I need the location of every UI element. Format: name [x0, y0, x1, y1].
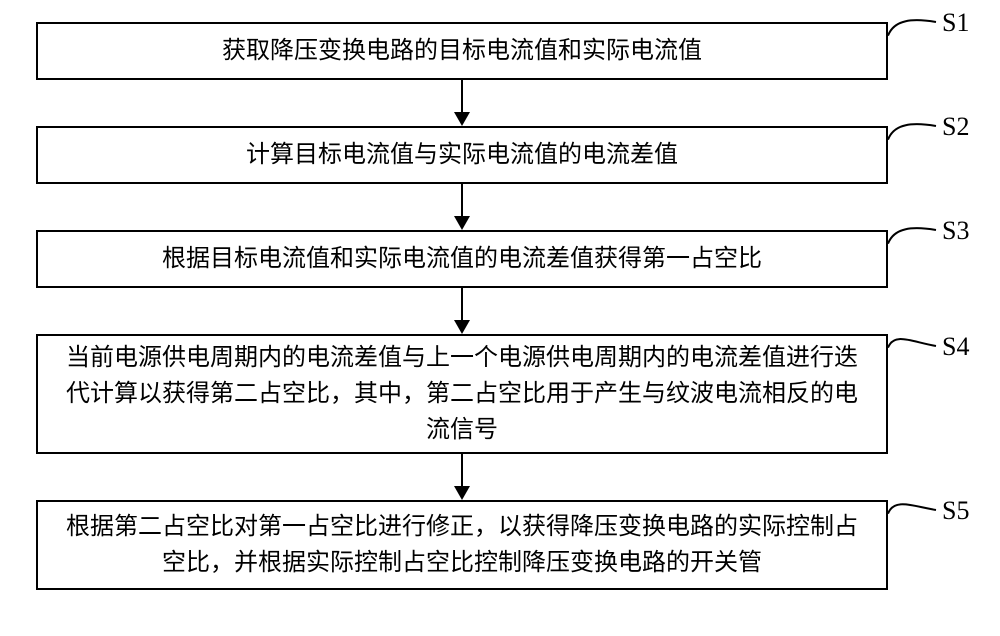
leader-s4 — [886, 326, 938, 368]
step-label-s2: S2 — [942, 112, 969, 142]
step-box-s4: 当前电源供电周期内的电流差值与上一个电源供电周期内的电流差值进行迭代计算以获得第… — [36, 334, 888, 454]
arrow-1 — [452, 80, 472, 126]
step-label-s3: S3 — [942, 216, 969, 246]
leader-s2 — [886, 106, 938, 160]
leader-s5 — [886, 490, 938, 534]
step-text-s5: 根据第二占空比对第一占空比进行修正，以获得降压变换电路的实际控制占空比，并根据实… — [58, 509, 866, 581]
step-text-s4: 当前电源供电周期内的电流差值与上一个电源供电周期内的电流差值进行迭代计算以获得第… — [58, 340, 866, 448]
step-text-s1: 获取降压变换电路的目标电流值和实际电流值 — [222, 33, 702, 69]
arrow-4 — [452, 454, 472, 500]
step-text-s3: 根据目标电流值和实际电流值的电流差值获得第一占空比 — [162, 241, 762, 277]
step-box-s1: 获取降压变换电路的目标电流值和实际电流值 — [36, 22, 888, 80]
step-text-s2: 计算目标电流值与实际电流值的电流差值 — [246, 137, 678, 173]
arrow-3 — [452, 288, 472, 334]
step-label-s4: S4 — [942, 332, 969, 362]
step-box-s5: 根据第二占空比对第一占空比进行修正，以获得降压变换电路的实际控制占空比，并根据实… — [36, 500, 888, 590]
step-box-s3: 根据目标电流值和实际电流值的电流差值获得第一占空比 — [36, 230, 888, 288]
leader-s1 — [886, 2, 938, 56]
leader-s3 — [886, 210, 938, 264]
step-label-s1: S1 — [942, 8, 969, 38]
step-label-s5: S5 — [942, 496, 969, 526]
arrow-2 — [452, 184, 472, 230]
step-box-s2: 计算目标电流值与实际电流值的电流差值 — [36, 126, 888, 184]
